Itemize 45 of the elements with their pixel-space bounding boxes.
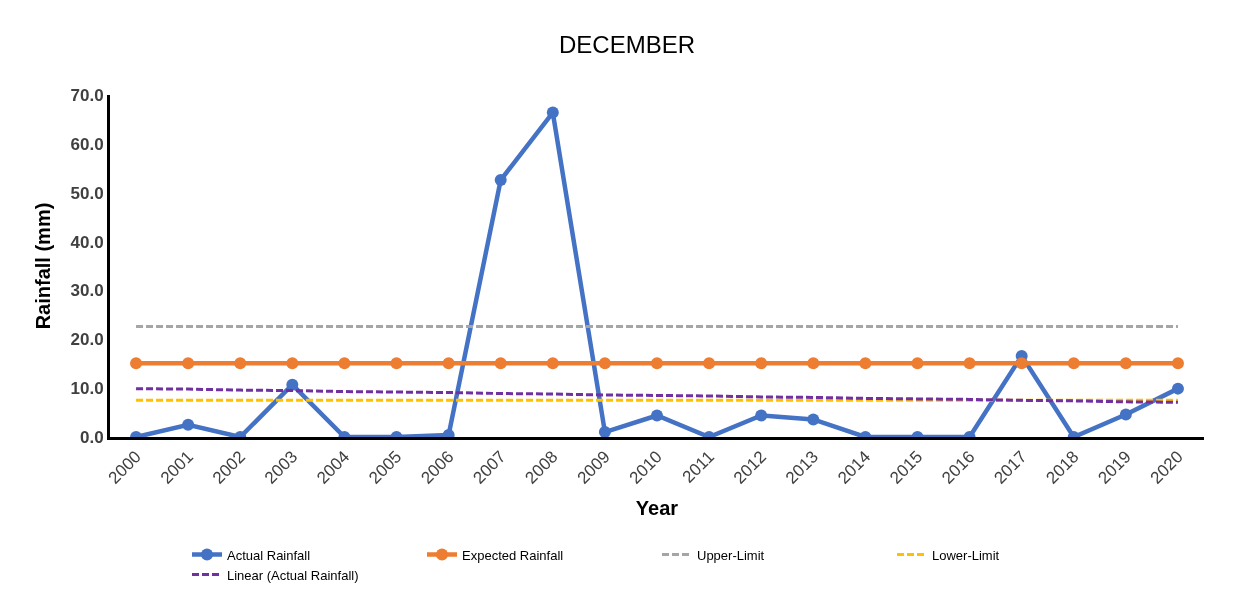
point [234,357,247,370]
point [182,418,195,431]
y-tick-label: 20.0 [70,330,104,350]
y-axis-title: Rainfall (mm) [32,202,55,330]
point [1171,382,1184,395]
point [1015,357,1028,370]
point [651,409,663,422]
point [390,357,403,370]
y-tick-label: 50.0 [70,183,104,203]
y-tick-label: 40.0 [70,232,104,252]
legend-label: Linear (Actual Rainfall) [227,567,359,583]
point [130,357,143,370]
point [963,357,976,370]
point [807,413,820,426]
point [1067,357,1080,370]
point [338,357,351,370]
point [182,357,195,370]
point [598,357,611,370]
y-tick-label: 10.0 [70,379,104,399]
point [546,357,559,370]
point [703,357,716,370]
y-tick-label: 0.0 [79,427,104,447]
point [598,426,611,437]
chart-title: DECEMBER [558,30,696,58]
legend-label: Expected Rainfall [462,547,564,563]
point [651,357,663,370]
point [859,357,872,370]
point [755,409,768,422]
legend-label: Lower-Limit [932,547,1000,563]
point [1119,357,1132,370]
legend-label: Upper-Limit [697,547,765,563]
point [1171,357,1184,370]
point [1119,408,1132,421]
x-axis-title: Year [635,496,679,519]
point [286,378,299,391]
point [494,357,507,370]
point [286,357,299,370]
point [755,357,768,370]
y-tick-label: 30.0 [70,281,104,301]
y-tick-label: 70.0 [70,85,104,105]
legend-label: Actual Rainfall [227,547,311,563]
point [442,357,455,370]
point [807,357,820,370]
y-tick-label: 60.0 [70,134,104,154]
point [911,357,924,370]
